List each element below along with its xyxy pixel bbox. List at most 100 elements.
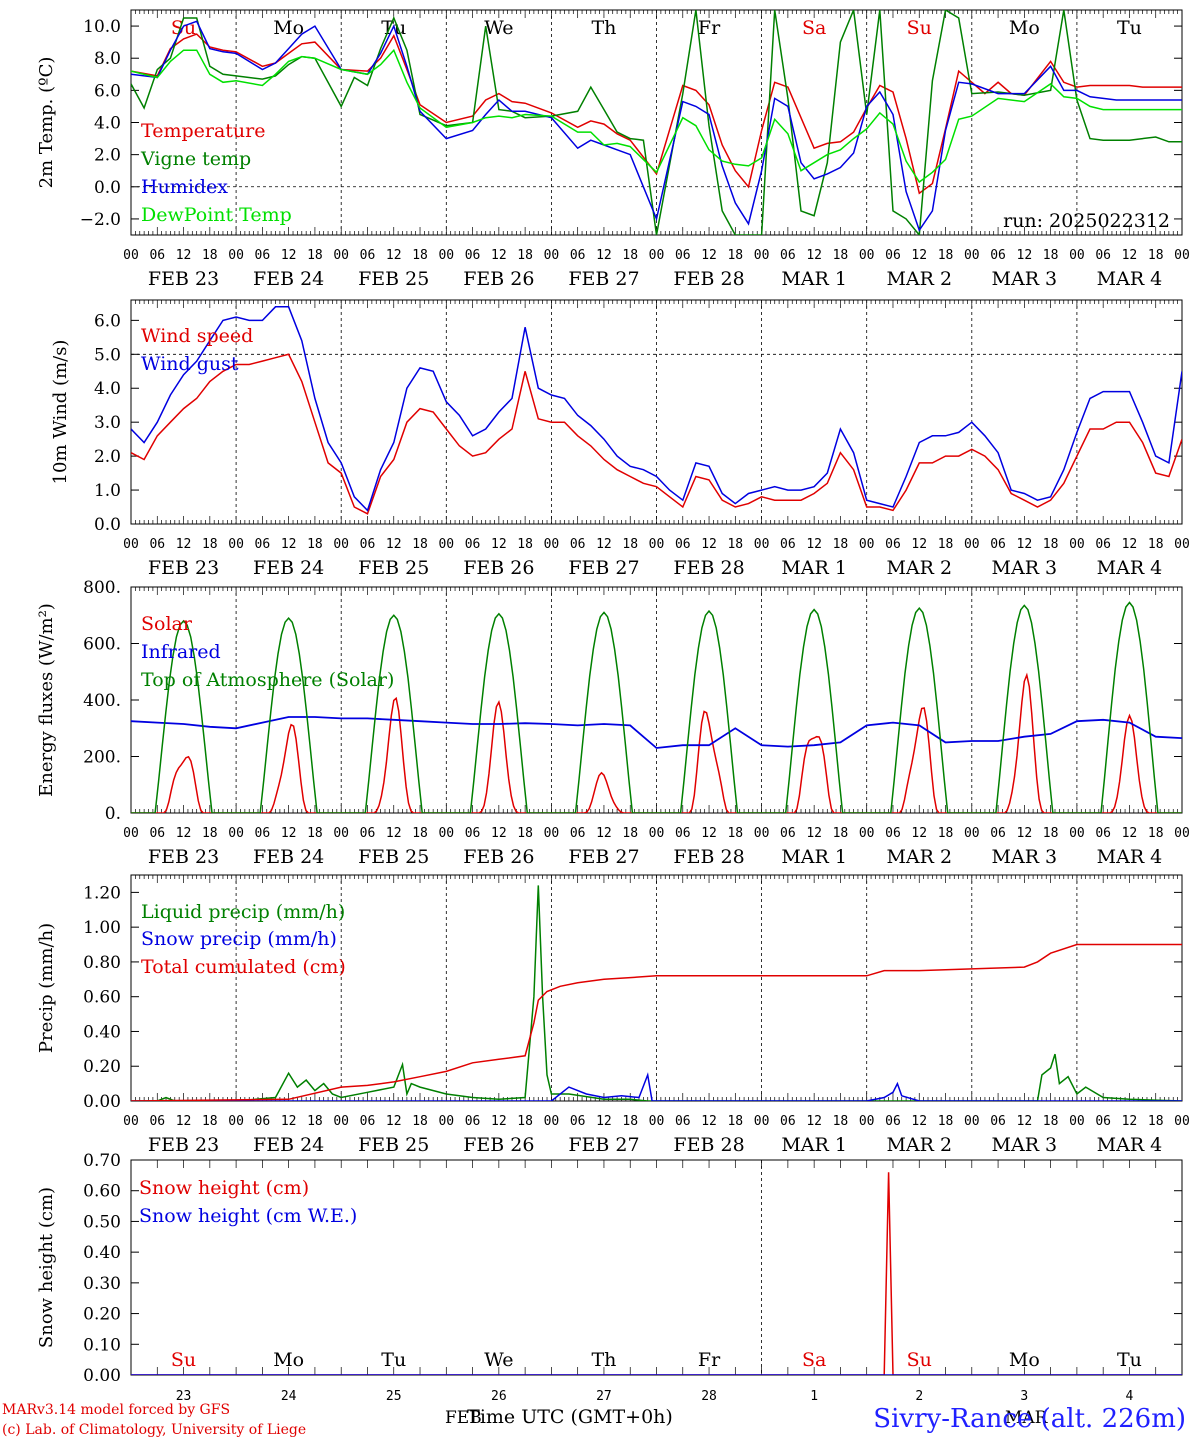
x-axis-label: Time UTC (GMT+0h) (467, 1406, 673, 1428)
weekday-label: Fr (698, 17, 721, 39)
hour-label: 12 (386, 537, 402, 552)
legend-entry: Infrared (141, 641, 221, 663)
y-axis-label: Energy fluxes (W/m²) (36, 603, 57, 797)
hour-label: 12 (281, 248, 297, 263)
date-label: FEB 27 (568, 557, 639, 579)
hour-label: 06 (990, 537, 1006, 552)
hour-label: 12 (491, 537, 507, 552)
hour-label: 12 (806, 826, 822, 841)
hour-label: 12 (596, 826, 612, 841)
date-label: FEB 23 (148, 557, 219, 579)
hour-label: 00 (1174, 537, 1190, 552)
legend-entry: Temperature (141, 120, 265, 142)
date-label: MAR 1 (781, 557, 847, 579)
hour-label: 12 (1017, 1114, 1033, 1129)
weekday-label: We (484, 17, 513, 39)
hour-label: 12 (701, 248, 717, 263)
hour-label: 00 (964, 537, 980, 552)
y-tick-label: 1.20 (83, 883, 121, 903)
hour-label: 12 (911, 537, 927, 552)
month-mar-label: MAR (1005, 1408, 1049, 1428)
hour-label: 18 (1148, 537, 1164, 552)
y-tick-label: 600. (83, 635, 121, 655)
y-tick-label: 0.20 (83, 1057, 121, 1077)
hour-label: 00 (544, 826, 560, 841)
hour-label: 18 (307, 537, 323, 552)
model-credit: MARv3.14 model forced by GFS (2, 1402, 230, 1418)
hour-label: 00 (1069, 248, 1085, 263)
hour-label: 06 (1095, 537, 1111, 552)
y-tick-label: 5.0 (94, 345, 121, 365)
legend-entry: Humidex (141, 176, 228, 198)
hour-label: 06 (360, 248, 376, 263)
panel-3: 800. 600. 400. 200. 0. Energy fluxes (W/m²) 00… (36, 578, 1190, 868)
station-name: Sivry-Rance (alt. 226m) (873, 1404, 1186, 1434)
hour-label: 18 (1148, 826, 1164, 841)
panel-5: 0.70 0.60 0.50 0.40 0.30 0.20 0.10 0.00 Snow hei… (36, 1151, 1183, 1404)
date-label: FEB 23 (148, 268, 219, 290)
hour-label: 06 (149, 1114, 165, 1129)
series-line-vigne-temp (131, 10, 1182, 235)
y-tick-label: 800. (83, 578, 121, 598)
hour-label: 18 (727, 1114, 743, 1129)
hour-label: 18 (517, 1114, 533, 1129)
date-label: FEB 23 (148, 846, 219, 868)
lab-credit: (c) Lab. of Climatology, University of L… (2, 1422, 306, 1438)
hour-label: 00 (123, 248, 139, 263)
weekday-label: Mo (273, 1349, 304, 1371)
hour-label: 18 (622, 248, 638, 263)
y-tick-label: 0.80 (83, 953, 121, 973)
panel-4: 1.20 1.00 0.80 0.60 0.40 0.20 0.00 Precip (mm/h… (36, 874, 1190, 1156)
hour-label: 12 (491, 826, 507, 841)
y-tick-label: 2.0 (94, 447, 121, 467)
hour-label: 18 (622, 826, 638, 841)
hour-label: 12 (911, 1114, 927, 1129)
hour-label: 00 (228, 1114, 244, 1129)
hour-label: 06 (570, 248, 586, 263)
hour-label: 00 (544, 537, 560, 552)
y-tick-label: 0.10 (83, 1335, 121, 1355)
hour-label: 12 (911, 826, 927, 841)
hour-label: 12 (701, 537, 717, 552)
hour-label: 18 (938, 1114, 954, 1129)
hour-label: 12 (176, 826, 192, 841)
hour-label: 06 (570, 1114, 586, 1129)
hour-label: 18 (1043, 537, 1059, 552)
weekday-label: Mo (1009, 1349, 1040, 1371)
hour-label: 12 (491, 1114, 507, 1129)
date-label: MAR 2 (886, 268, 952, 290)
legend-entry: Solar (141, 613, 193, 635)
date-label: FEB 26 (463, 846, 534, 868)
weekday-label: We (484, 1349, 513, 1371)
hour-label: 06 (255, 1114, 271, 1129)
hour-label: 12 (1017, 537, 1033, 552)
run-annotation: run: 2025022312 (1003, 210, 1170, 232)
hour-label: 06 (885, 248, 901, 263)
hour-label: 00 (649, 1114, 665, 1129)
weekday-label: Sa (802, 17, 826, 39)
hour-label: 00 (1069, 1114, 1085, 1129)
hour-label: 00 (859, 537, 875, 552)
y-tick-label: 0.40 (83, 1243, 121, 1263)
series-line-solar (131, 672, 1182, 813)
date-label: FEB 27 (568, 846, 639, 868)
hour-label: 06 (149, 537, 165, 552)
day-number: 24 (281, 1389, 297, 1404)
series-line-infrared (131, 716, 1182, 749)
legend-entry: Snow height (cm W.E.) (139, 1205, 357, 1227)
date-label: MAR 3 (992, 557, 1058, 579)
hour-label: 06 (1095, 248, 1111, 263)
y-tick-label: 4.0 (94, 379, 121, 399)
date-label: FEB 28 (673, 557, 744, 579)
hour-label: 00 (1069, 826, 1085, 841)
date-label: FEB 24 (253, 846, 324, 868)
hour-label: 18 (622, 1114, 638, 1129)
series-line-total-cumulated-cm- (131, 943, 1182, 1101)
hour-label: 06 (1095, 1114, 1111, 1129)
date-label: FEB 25 (358, 557, 429, 579)
panel-frame (130, 299, 1183, 525)
date-label: MAR 4 (1097, 846, 1163, 868)
hour-label: 06 (675, 826, 691, 841)
y-tick-label: 0.60 (83, 1182, 121, 1202)
